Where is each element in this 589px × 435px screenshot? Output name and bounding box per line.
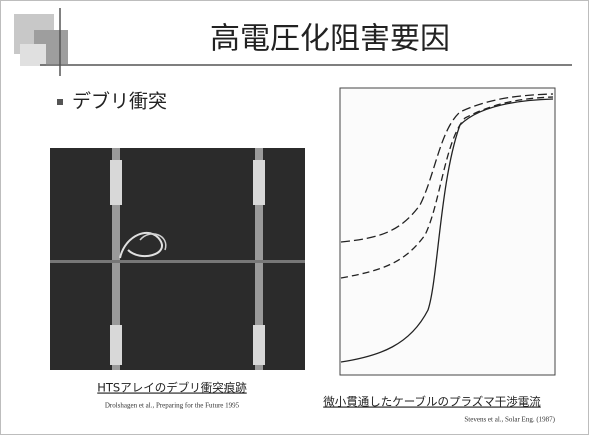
left-caption: HTSアレイのデブリ衝突痕跡: [97, 381, 247, 395]
right-caption: 微小貫通したケーブルのプラズマ干渉電流: [323, 395, 541, 409]
current-graph: [340, 88, 555, 375]
bullet-text: デブリ衝突: [72, 90, 167, 113]
left-credit: Drolshagen et al., Preparing for the Fut…: [105, 402, 240, 410]
photo-rule: [50, 260, 305, 263]
decor-square: [20, 44, 46, 66]
photo-highlight: [110, 160, 122, 205]
photo-bg: [50, 148, 305, 370]
page: {"header": {"title": "高電圧化阻害要因"}, "bulle…: [0, 0, 589, 435]
slide-title: 高電圧化阻害要因: [210, 22, 450, 57]
bullet-marker: [57, 99, 63, 105]
debris-photo: [50, 148, 305, 370]
right-credit: Stevens et al., Solar Eng. (1987): [464, 416, 555, 424]
slide: 高電圧化阻害要因 デブリ衝突 HTSアレイのデブリ衝突痕跡 Drolshagen…: [0, 0, 589, 435]
photo-highlight: [110, 325, 122, 365]
photo-highlight: [253, 325, 265, 365]
photo-highlight: [253, 160, 265, 205]
